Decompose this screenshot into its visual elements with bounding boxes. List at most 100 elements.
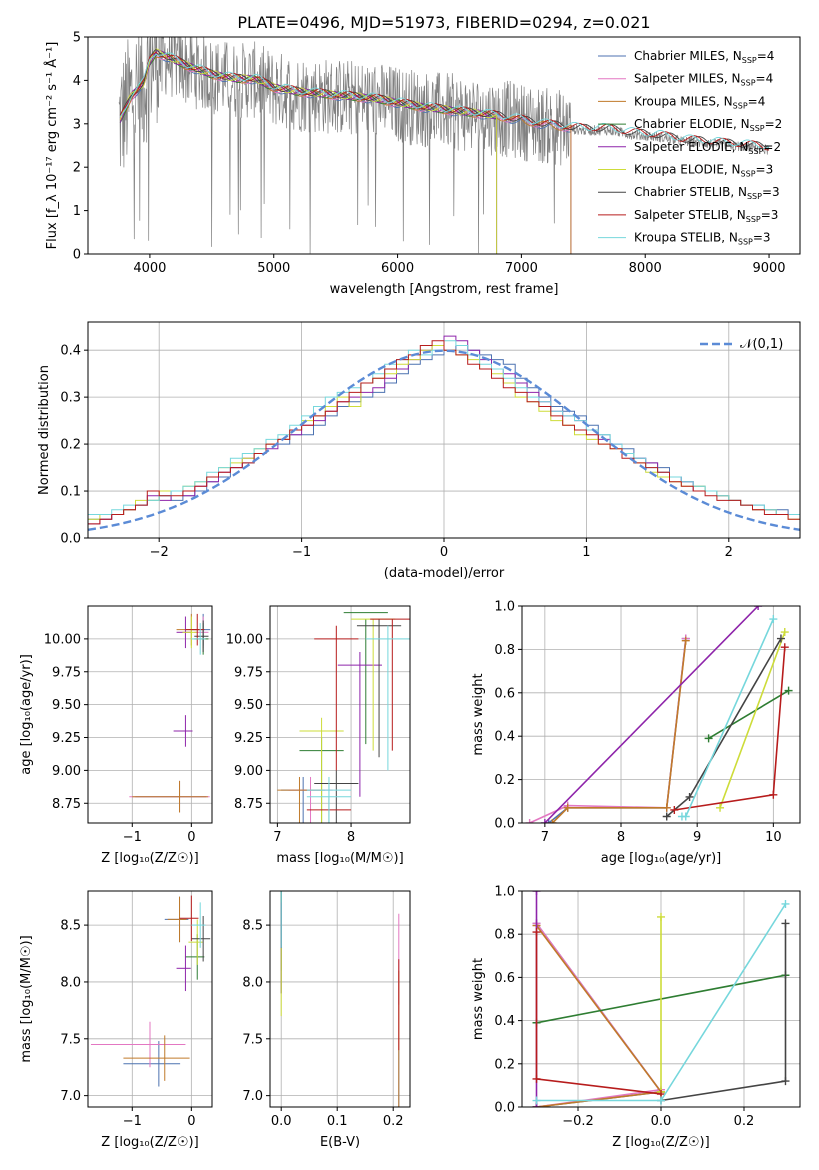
y-tick-label: 9.25 — [52, 731, 81, 746]
legend-count: =2 — [765, 117, 783, 131]
y-tick-label: 8.75 — [234, 797, 263, 812]
y-tick-label: 9.00 — [52, 764, 81, 779]
legend-label: Salpeter MILES, NSSP=4 — [634, 72, 773, 88]
legend-count: =4 — [748, 94, 766, 108]
y-tick-label: 9.75 — [234, 665, 263, 680]
weight-point — [681, 636, 690, 645]
y-tick-label: 0.8 — [494, 928, 515, 943]
y-tick-label: 0.2 — [494, 773, 515, 788]
legend-count: =2 — [763, 140, 781, 154]
subscript: SSP — [741, 170, 756, 179]
x-tick-label: −1 — [123, 1114, 142, 1129]
weight-point — [781, 1077, 790, 1086]
observed-spectrum — [118, 37, 770, 254]
weight-point — [769, 790, 778, 799]
model-kroupa_stelib — [119, 52, 770, 150]
y-axis-label: Normed distribution — [37, 365, 52, 495]
model-chabrier_stelib — [119, 48, 770, 151]
legend-label: Kroupa STELIB, NSSP=3 — [634, 231, 771, 247]
weight-line-salpeter_stelib — [535, 932, 662, 1095]
x-tick-label: 8000 — [629, 261, 662, 276]
x-tick-label: 7 — [273, 830, 281, 845]
y-tick-label: 0.0 — [494, 817, 515, 832]
y-tick-label: 1.0 — [494, 885, 515, 900]
y-tick-label: 10.00 — [226, 632, 263, 647]
weight-point — [662, 803, 671, 812]
y-tick-label: 8.0 — [60, 975, 81, 990]
x-tick-label: −1 — [123, 830, 142, 845]
model-salpeter_elodie — [119, 50, 498, 254]
plot-area — [88, 606, 212, 823]
plot-area — [522, 891, 800, 1107]
subscript: SSP — [733, 101, 748, 110]
weight-point — [784, 686, 793, 695]
panel-spectrum: 4000 5000 6000 7000 8000 9000 0 1 2 3 4 5 wavelength… — [44, 31, 801, 297]
weight-line-chabrier_miles — [548, 638, 687, 823]
weight-line-chabrier_stelib — [666, 638, 782, 818]
weight-point — [754, 606, 763, 610]
weight-line-kroupa_miles — [551, 640, 687, 823]
model-salpeter_stelib — [119, 51, 770, 151]
axes-frame — [521, 890, 801, 1108]
subscript: SSP — [742, 56, 757, 65]
y-axis-label: age [log₁₀(age/yr)] — [19, 654, 34, 775]
y-tick-label: 2 — [73, 161, 81, 176]
legend: Chabrier MILES, NSSP=4 Salpeter MILES, NS… — [598, 49, 782, 247]
weight-point — [532, 1074, 541, 1083]
axes-frame — [521, 605, 801, 824]
x-axis-label: (data-model)/error — [384, 566, 505, 581]
subscript: SSP — [747, 192, 762, 201]
y-tick-label: 9.75 — [52, 665, 81, 680]
y-tick-label: 0.3 — [60, 391, 81, 406]
legend-label: 𝒩(0,1) — [740, 337, 783, 352]
plot-area — [88, 322, 800, 538]
legend-label: Chabrier ELODIE, NSSP=2 — [634, 117, 782, 133]
x-tick-label: 9000 — [752, 261, 785, 276]
panel-age-vs-mass: 7 8 8.75 9.00 9.25 9.50 9.75 10.00 mass [log₁₀(M… — [226, 605, 411, 866]
y-tick-label: 10.00 — [44, 632, 81, 647]
weight-point — [704, 734, 713, 743]
y-tick-label: 7.5 — [242, 1032, 263, 1047]
weight-point — [681, 812, 690, 821]
y-tick-label: 7.0 — [242, 1089, 263, 1104]
subscript: SSP — [746, 215, 761, 224]
y-tick-label: 7.0 — [60, 1089, 81, 1104]
plot-area — [118, 37, 770, 254]
weight-line-kroupa_miles — [535, 925, 663, 1107]
legend-label: Kroupa MILES, NSSP=4 — [634, 94, 765, 110]
subscript: SSP — [741, 79, 756, 88]
weight-point — [780, 628, 789, 637]
weight-line-chabrier_elodie — [708, 689, 790, 740]
x-tick-label: 1 — [582, 545, 590, 560]
x-tick-label: −2 — [150, 545, 169, 560]
weight-point — [563, 803, 572, 812]
plot-area — [270, 891, 410, 1107]
x-tick-label: 5000 — [257, 261, 290, 276]
x-tick-label: 9 — [693, 830, 701, 845]
x-tick-label: −0.2 — [562, 1114, 594, 1129]
x-tick-label: 7000 — [505, 261, 538, 276]
x-axis-label: Z [log₁₀(Z/Z☉)] — [101, 1135, 198, 1150]
subscript: SSP — [750, 124, 765, 133]
weight-point — [548, 819, 557, 823]
x-axis-label: Z [log₁₀(Z/Z☉)] — [101, 851, 198, 866]
y-tick-label: 0.6 — [494, 971, 515, 986]
y-tick-label: 7.5 — [60, 1032, 81, 1047]
axes-frame — [269, 605, 411, 824]
x-tick-label: 7 — [541, 830, 549, 845]
x-tick-label: 6000 — [381, 261, 414, 276]
y-tick-label: 1.0 — [494, 600, 515, 615]
weight-point — [716, 803, 725, 812]
legend-count: =4 — [757, 49, 775, 63]
weight-point — [544, 819, 553, 823]
weight-point — [532, 928, 541, 937]
x-tick-label: 8 — [617, 830, 625, 845]
y-axis-label: Flux [f_λ 10⁻¹⁷ erg cm⁻² s⁻¹ Å⁻¹] — [44, 42, 60, 250]
y-tick-label: 0.0 — [494, 1101, 515, 1116]
weight-point — [776, 634, 785, 643]
x-tick-label: 10 — [765, 830, 782, 845]
y-tick-label: 8.0 — [242, 975, 263, 990]
weight-point — [540, 819, 549, 823]
panel-residuals: −2 −1 0 1 2 0.0 0.1 0.2 0.3 0.4 (data-model)/error… — [37, 321, 801, 581]
weight-point — [657, 1096, 665, 1105]
